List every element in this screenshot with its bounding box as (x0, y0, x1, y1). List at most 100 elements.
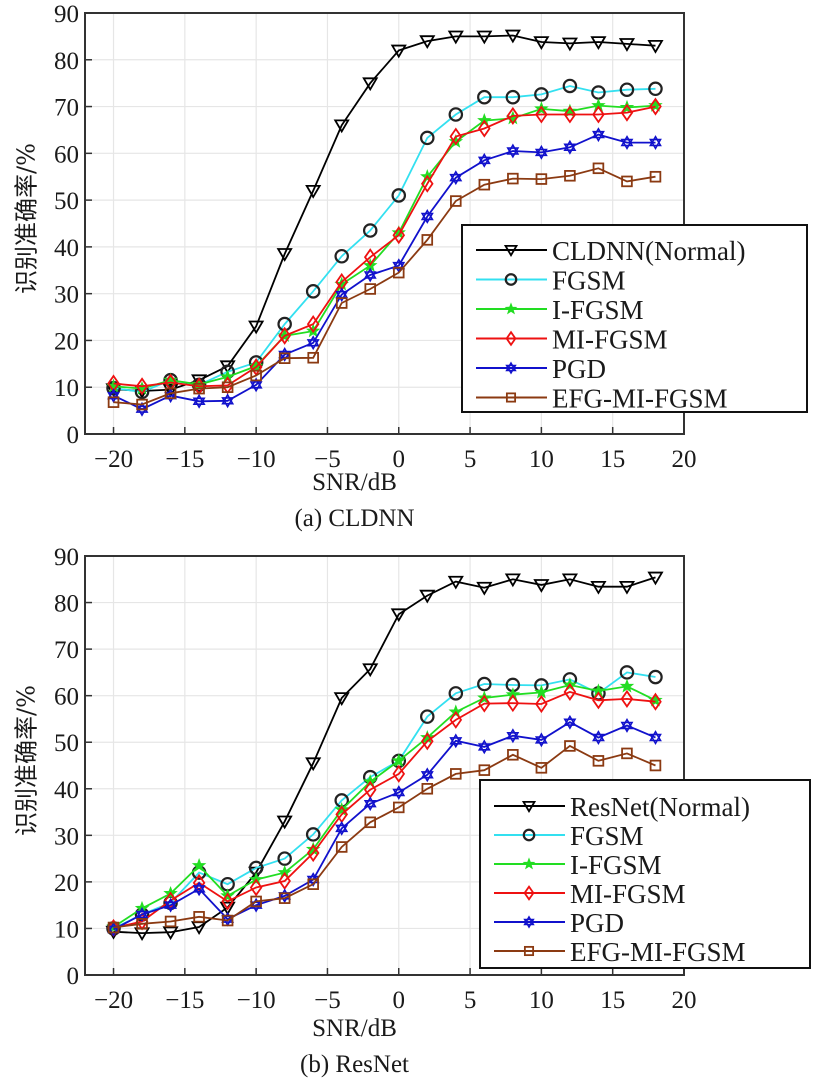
data-point (590, 580, 607, 595)
data-point (619, 678, 635, 693)
data-point (335, 841, 348, 853)
legend-item: ResNet(Normal) (494, 792, 750, 822)
legend-label: FGSM (552, 266, 626, 296)
data-point (162, 383, 179, 398)
data-point (305, 184, 322, 199)
legend-marker (522, 857, 536, 870)
data-point (449, 710, 463, 729)
data-point (533, 579, 550, 593)
data-point (618, 38, 636, 52)
legend-item: CLDNN(Normal) (476, 236, 745, 266)
data-point (107, 921, 120, 934)
data-point (307, 351, 319, 364)
data-point (278, 871, 291, 891)
data-point (535, 105, 548, 124)
data-point (563, 682, 577, 701)
legend-marker (504, 302, 518, 315)
data-point (249, 878, 263, 897)
data-point (448, 686, 464, 701)
grid (85, 13, 684, 434)
legend-marker (523, 945, 535, 957)
legend-item: I-FGSM (476, 295, 644, 325)
data-point (391, 188, 407, 203)
x-tick-label: 0 (393, 987, 406, 1014)
data-point (249, 377, 263, 393)
data-point (449, 733, 463, 749)
data-point (333, 119, 350, 134)
data-point (592, 127, 605, 143)
data-point (390, 608, 407, 623)
data-point (333, 692, 350, 706)
data-point (306, 335, 320, 351)
data-point (248, 320, 265, 335)
data-point (506, 106, 520, 125)
chart-panel-resnet: −20 −15 −10 −5 0 5 10 15 20 0 10 20 30 40 50 60 70 80 90 S… (13, 544, 811, 1078)
legend-label: ResNet(Normal) (570, 792, 750, 822)
data-point (277, 851, 292, 866)
y-tick-label: 0 (67, 422, 80, 449)
data-point (648, 669, 663, 685)
data-point (506, 728, 520, 744)
x-tick-label: 20 (672, 446, 697, 473)
data-point (620, 103, 634, 122)
legend-label: PGD (570, 908, 624, 938)
data-point (592, 755, 605, 767)
series-line (113, 684, 656, 928)
data-point (363, 248, 377, 267)
x-tick-label: −5 (314, 446, 341, 473)
data-point (221, 914, 234, 927)
legend-label: CLDNN(Normal) (552, 236, 745, 266)
legend-label: MI-FGSM (570, 879, 686, 909)
data-point (477, 89, 492, 105)
data-point (250, 369, 262, 382)
data-point (305, 827, 321, 842)
data-point (193, 911, 205, 923)
data-point (563, 105, 577, 124)
legend-item: MI-FGSM (476, 325, 668, 355)
data-point (219, 901, 236, 916)
data-point (447, 30, 464, 45)
y-tick-label: 20 (54, 870, 79, 897)
data-point (306, 843, 320, 863)
data-point (477, 739, 491, 755)
data-point (504, 573, 521, 588)
y-tick-label: 30 (54, 823, 79, 850)
x-tick-label: −20 (94, 446, 133, 473)
x-tick-label: −10 (237, 987, 276, 1014)
data-point (591, 97, 606, 112)
data-point (505, 89, 521, 105)
legend-item: PGD (476, 354, 606, 384)
data-point (420, 209, 434, 224)
data-point (307, 878, 319, 890)
data-point (390, 44, 407, 59)
data-point (164, 387, 177, 400)
data-point (478, 119, 491, 138)
data-point (449, 170, 463, 186)
data-point (476, 581, 493, 596)
y-tick-label: 50 (54, 730, 79, 757)
data-point (592, 691, 605, 710)
data-point (392, 764, 406, 783)
x-tick-label: 0 (393, 446, 406, 473)
data-point (221, 381, 234, 393)
series-efg-mi-fgsm (107, 162, 662, 411)
data-point (362, 223, 378, 238)
data-point (135, 401, 149, 417)
data-point (592, 730, 605, 746)
data-point (276, 815, 293, 830)
chart-caption: (b) ResNet (300, 1051, 409, 1078)
data-point (649, 730, 662, 746)
data-point (621, 175, 633, 188)
legend-label: PGD (552, 354, 606, 384)
data-point (420, 709, 435, 724)
legend-marker (505, 361, 517, 375)
axis-ticks: −20 −15 −10 −5 0 5 10 15 20 0 10 20 30 40 50 60 70 80 90 (54, 544, 697, 1014)
legend-box (461, 224, 808, 413)
data-point (504, 29, 521, 44)
x-tick-label: 5 (464, 446, 477, 473)
data-point (450, 768, 462, 780)
data-point (364, 816, 377, 829)
data-point (620, 689, 634, 708)
x-tick-label: −20 (94, 987, 133, 1014)
y-tick-label: 70 (54, 637, 79, 664)
